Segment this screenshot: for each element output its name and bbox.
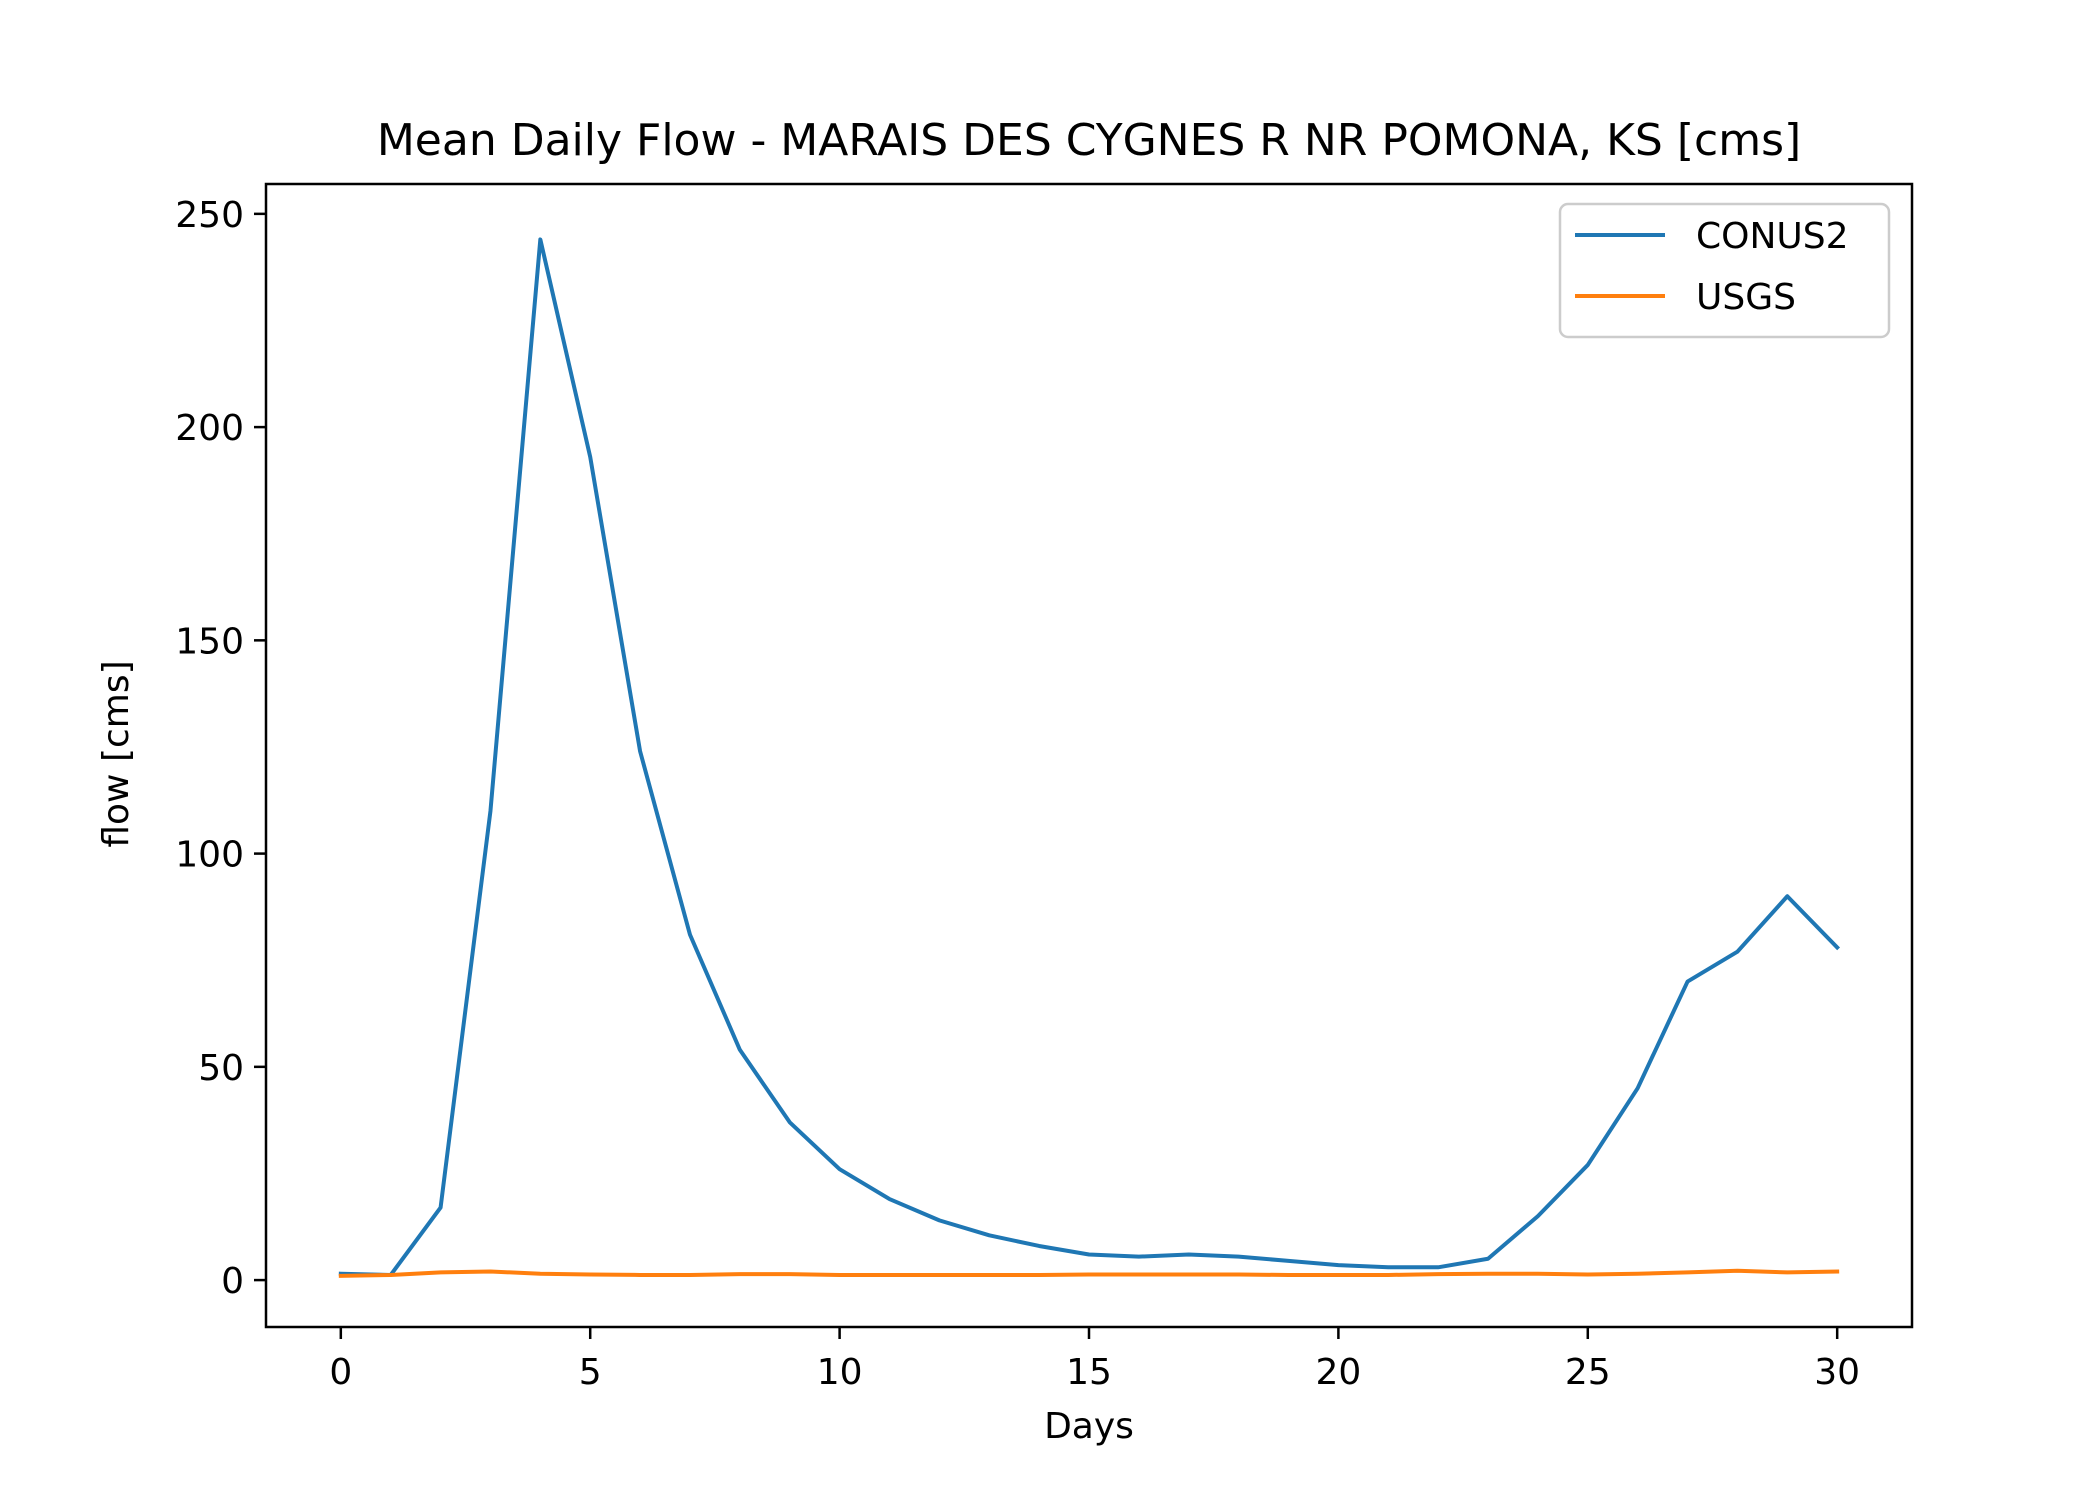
legend-label-conus2: CONUS2 [1696,216,1849,257]
y-tick-label: 250 [175,195,244,236]
chart-title: Mean Daily Flow - MARAIS DES CYGNES R NR… [377,115,1801,166]
x-axis-label: Days [1044,1406,1134,1447]
x-tick-label: 20 [1315,1352,1361,1393]
x-tick-label: 5 [579,1352,602,1393]
legend-label-usgs: USGS [1696,277,1796,318]
y-tick-label: 100 [175,835,244,876]
x-tick-label: 30 [1814,1352,1860,1393]
x-tick-label: 0 [329,1352,352,1393]
y-axis: 0 50 100 150 200 250 [175,195,266,1302]
series-layer [338,237,1841,1278]
y-tick-label: 0 [221,1261,244,1302]
x-axis: 0 5 10 15 20 25 30 [329,1327,1860,1393]
y-tick-label: 50 [198,1048,244,1089]
legend: CONUS2 USGS [1558,202,1891,339]
legend-box [1558,202,1891,339]
x-tick-label: 25 [1565,1352,1611,1393]
x-tick-label: 10 [817,1352,863,1393]
y-axis-label: flow [cms] [96,660,137,847]
series-line-conus2 [338,237,1841,1277]
x-tick-label: 15 [1066,1352,1112,1393]
y-tick-label: 200 [175,408,244,449]
plot-area: 0 5 10 15 20 25 30 0 50 100 150 200 250 [175,182,1914,1393]
y-tick-label: 150 [175,621,244,662]
series-line-usgs [338,1268,1840,1278]
